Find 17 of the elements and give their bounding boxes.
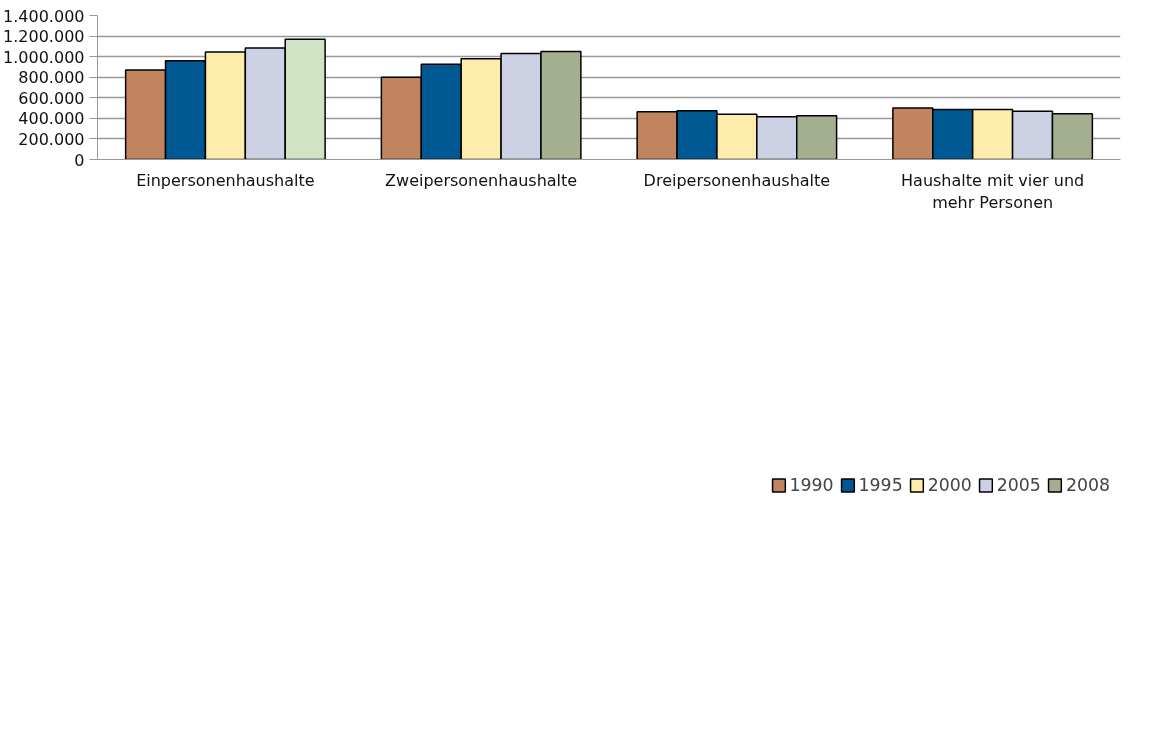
y-tick-label: 600.000 [18, 88, 85, 108]
x-tick-label: Einpersonenhaushalte [136, 170, 315, 190]
x-tick-label: Dreipersonenhaushalte [643, 170, 831, 190]
legend-label: 2005 [996, 475, 1041, 495]
y-tick-label: 1.000.000 [3, 47, 85, 67]
legend-label: 1990 [789, 475, 834, 495]
x-tick-label: Zweipersonenhaushalte [385, 170, 578, 190]
y-tick-label: 0 [74, 150, 85, 170]
legend-label: 1995 [858, 475, 903, 495]
y-tick-label: 400.000 [18, 109, 85, 129]
x-tick-label: Haushalte mit vier und mehr Personen [901, 170, 1085, 213]
y-tick-label: 1.400.000 [3, 6, 85, 26]
legend-label: 2000 [927, 475, 972, 495]
y-tick-label: 800.000 [18, 68, 85, 88]
legend-label: 2008 [1065, 475, 1110, 495]
y-tick-label: 200.000 [18, 129, 85, 149]
y-tick-label: 1.200.000 [3, 27, 85, 47]
